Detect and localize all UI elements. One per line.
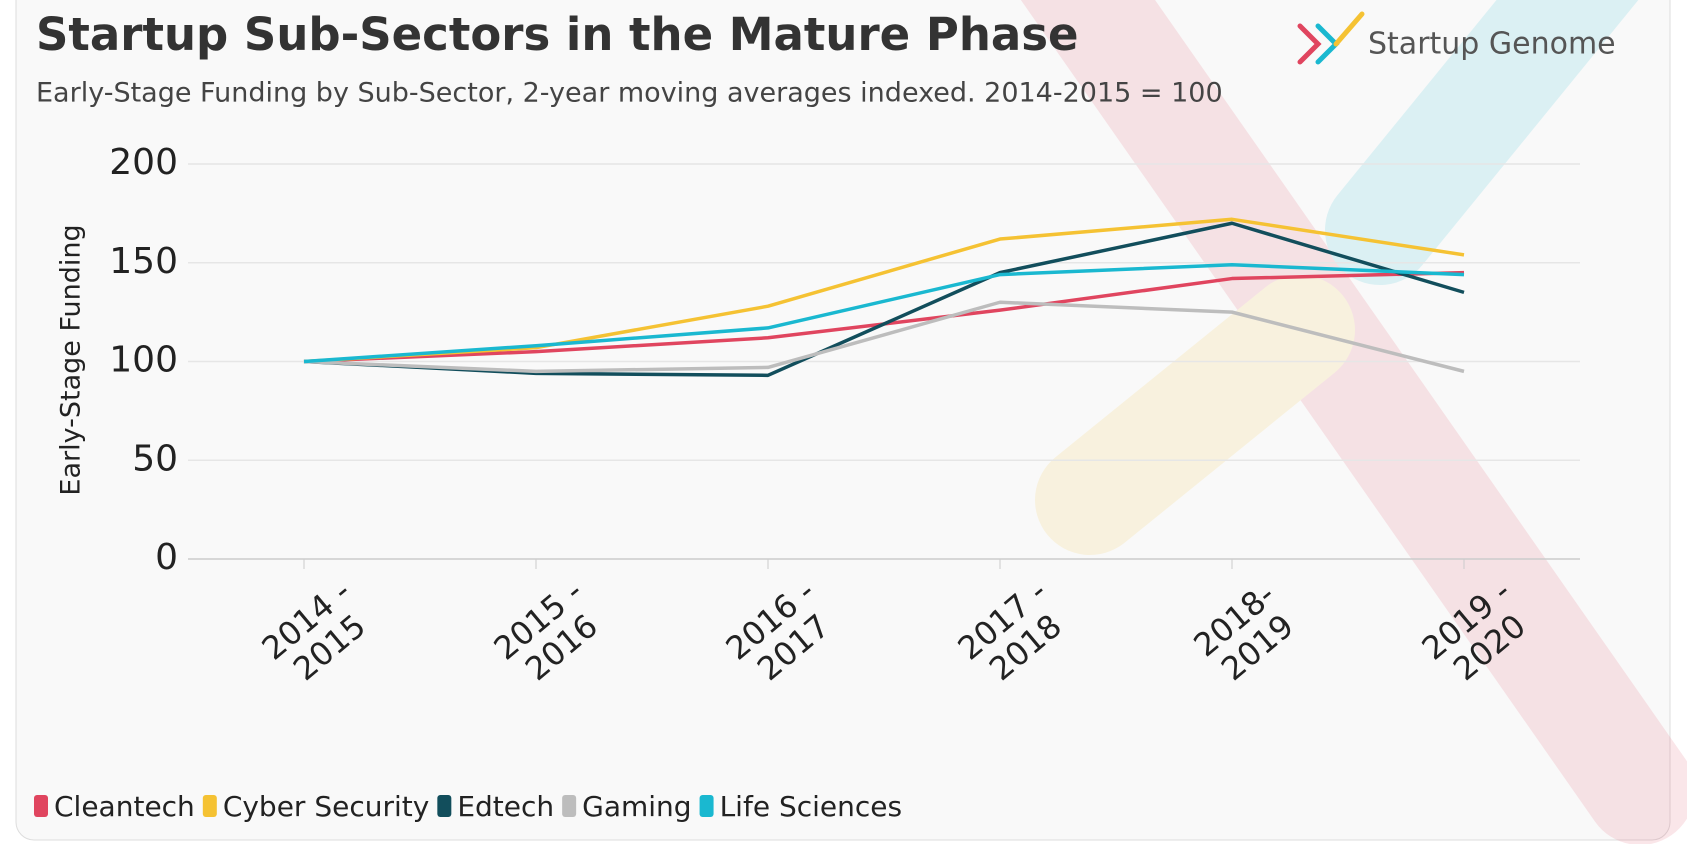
y-tick-label: 0	[155, 537, 178, 578]
legend-label: Edtech	[457, 790, 554, 823]
y-tick-label: 100	[109, 340, 178, 381]
y-tick-label: 50	[132, 438, 178, 479]
legend-swatch	[34, 795, 48, 817]
y-tick-label: 150	[109, 241, 178, 282]
y-axis-label: Early-Stage Funding	[56, 224, 87, 495]
chart-subtitle: Early-Stage Funding by Sub-Sector, 2-yea…	[36, 78, 1223, 109]
y-tick-label: 200	[109, 142, 178, 183]
brand: Startup Genome	[1368, 27, 1616, 62]
legend-swatch	[203, 795, 217, 817]
chart: Startup Genome Startup Sub-Sectors in th…	[0, 0, 1687, 844]
legend-label: Cleantech	[54, 790, 195, 823]
legend-label: Gaming	[582, 790, 691, 823]
legend-label: Life Sciences	[720, 790, 903, 823]
legend-label: Cyber Security	[223, 790, 430, 823]
chart-title: Startup Sub-Sectors in the Mature Phase	[36, 8, 1079, 61]
legend-swatch	[437, 795, 451, 817]
page: Startup Genome Startup Sub-Sectors in th…	[0, 0, 1687, 844]
legend-swatch	[562, 795, 576, 817]
legend-swatch	[700, 795, 714, 817]
